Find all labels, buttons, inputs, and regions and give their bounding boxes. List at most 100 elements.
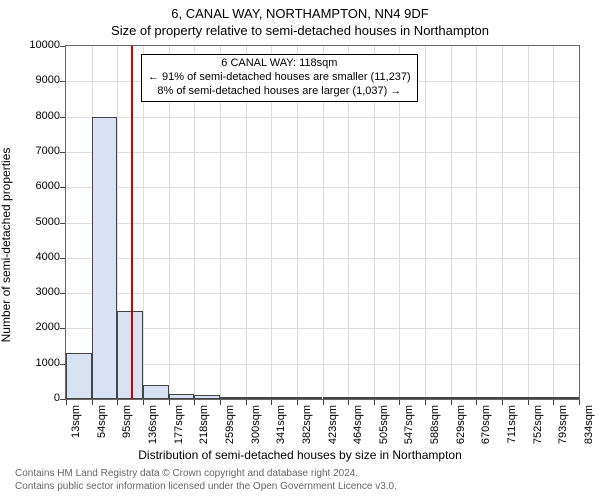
x-tick-label: 13sqm: [70, 405, 82, 449]
histogram-bar: [399, 397, 425, 399]
histogram-bar: [374, 397, 400, 399]
vgridline: [553, 46, 554, 399]
y-tick-label: 1000: [36, 357, 60, 369]
y-tick-label: 8000: [36, 110, 60, 122]
chart-plot-area: 6 CANAL WAY: 118sqm← 91% of semi-detache…: [65, 45, 580, 400]
annotation-line2: ← 91% of semi-detached houses are smalle…: [148, 71, 411, 85]
x-tick-mark: [297, 400, 298, 405]
x-tick-label: 670sqm: [480, 405, 492, 449]
x-tick-label: 505sqm: [378, 405, 390, 449]
y-tick-mark: [60, 328, 65, 329]
annotation-line3: 8% of semi-detached houses are larger (1…: [148, 85, 411, 99]
vgridline: [476, 46, 477, 399]
page-title-line2: Size of property relative to semi-detach…: [0, 21, 600, 38]
x-tick-mark: [399, 400, 400, 405]
histogram-bar: [451, 397, 477, 399]
histogram-bar: [528, 397, 554, 399]
vgridline: [451, 46, 452, 399]
x-tick-mark: [246, 400, 247, 405]
x-tick-label: 423sqm: [327, 405, 339, 449]
footer-line2: Contains public sector information licen…: [15, 481, 397, 494]
histogram-bar: [220, 397, 246, 399]
x-tick-mark: [220, 400, 221, 405]
y-tick-label: 9000: [36, 74, 60, 86]
histogram-bar: [169, 394, 195, 399]
x-tick-mark: [579, 400, 580, 405]
x-tick-label: 464sqm: [352, 405, 364, 449]
x-tick-mark: [92, 400, 93, 405]
y-tick-mark: [60, 46, 65, 47]
x-tick-label: 95sqm: [121, 405, 133, 449]
property-marker-line: [131, 46, 133, 399]
histogram-bar: [425, 397, 451, 399]
x-tick-mark: [502, 400, 503, 405]
y-tick-label: 6000: [36, 180, 60, 192]
histogram-bar: [348, 397, 374, 399]
y-tick-label: 4000: [36, 251, 60, 263]
x-tick-label: 588sqm: [429, 405, 441, 449]
x-tick-label: 54sqm: [96, 405, 108, 449]
y-tick-label: 7000: [36, 145, 60, 157]
x-tick-mark: [528, 400, 529, 405]
x-axis-label: Distribution of semi-detached houses by …: [0, 448, 600, 462]
x-tick-mark: [323, 400, 324, 405]
x-tick-mark: [553, 400, 554, 405]
histogram-bar: [553, 397, 579, 399]
x-tick-label: 834sqm: [583, 405, 595, 449]
histogram-bar: [92, 117, 118, 399]
annotation-box: 6 CANAL WAY: 118sqm← 91% of semi-detache…: [141, 54, 418, 102]
x-tick-label: 341sqm: [275, 405, 287, 449]
x-tick-mark: [374, 400, 375, 405]
x-tick-mark: [451, 400, 452, 405]
histogram-bar: [143, 385, 169, 399]
y-tick-label: 10000: [29, 39, 60, 51]
footer-attribution: Contains HM Land Registry data © Crown c…: [15, 468, 397, 493]
y-axis-label: Number of semi-detached properties: [0, 148, 13, 343]
histogram-bar: [297, 397, 323, 399]
y-tick-mark: [60, 117, 65, 118]
vgridline: [502, 46, 503, 399]
y-tick-label: 3000: [36, 286, 60, 298]
x-tick-mark: [117, 400, 118, 405]
y-tick-label: 2000: [36, 321, 60, 333]
x-tick-mark: [194, 400, 195, 405]
x-tick-label: 752sqm: [532, 405, 544, 449]
y-tick-mark: [60, 223, 65, 224]
x-tick-label: 793sqm: [557, 405, 569, 449]
x-tick-mark: [169, 400, 170, 405]
x-tick-label: 218sqm: [198, 405, 210, 449]
histogram-bar: [323, 397, 349, 399]
y-tick-mark: [60, 399, 65, 400]
page-title-line1: 6, CANAL WAY, NORTHAMPTON, NN4 9DF: [0, 0, 600, 21]
x-tick-mark: [476, 400, 477, 405]
x-tick-mark: [143, 400, 144, 405]
x-tick-label: 136sqm: [147, 405, 159, 449]
y-tick-mark: [60, 81, 65, 82]
vgridline: [425, 46, 426, 399]
annotation-line1: 6 CANAL WAY: 118sqm: [148, 57, 411, 71]
x-tick-label: 547sqm: [403, 405, 415, 449]
histogram-bar: [271, 397, 297, 399]
y-tick-mark: [60, 187, 65, 188]
y-tick-mark: [60, 258, 65, 259]
x-tick-label: 711sqm: [506, 405, 518, 449]
vgridline: [528, 46, 529, 399]
x-tick-label: 177sqm: [173, 405, 185, 449]
y-tick-label: 0: [54, 392, 60, 404]
x-tick-mark: [348, 400, 349, 405]
y-tick-mark: [60, 152, 65, 153]
y-tick-label: 5000: [36, 216, 60, 228]
x-tick-label: 259sqm: [224, 405, 236, 449]
histogram-bar: [194, 395, 220, 399]
histogram-bar: [502, 397, 528, 399]
footer-line1: Contains HM Land Registry data © Crown c…: [15, 468, 397, 481]
y-tick-mark: [60, 293, 65, 294]
histogram-bar: [66, 353, 92, 399]
x-tick-label: 300sqm: [250, 405, 262, 449]
x-tick-mark: [271, 400, 272, 405]
x-tick-mark: [66, 400, 67, 405]
y-tick-mark: [60, 364, 65, 365]
histogram-bar: [476, 397, 502, 399]
x-tick-label: 629sqm: [455, 405, 467, 449]
x-tick-mark: [425, 400, 426, 405]
